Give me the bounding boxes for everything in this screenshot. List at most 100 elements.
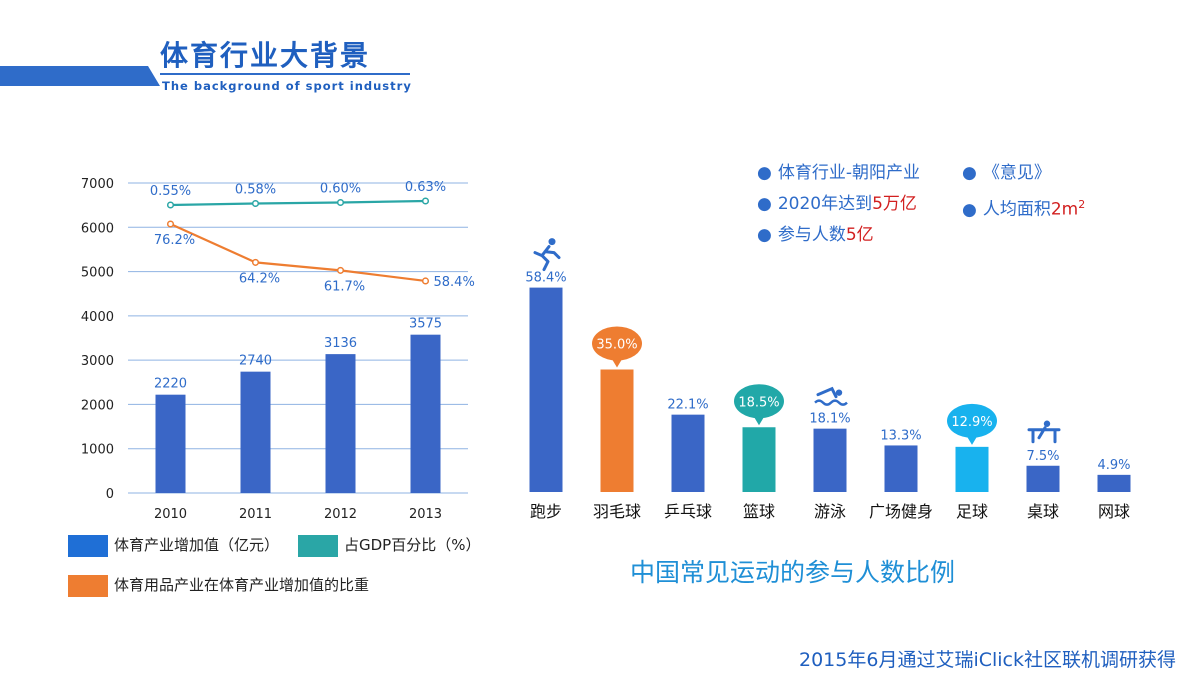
callout-bubble — [592, 326, 642, 361]
gdp-share-point — [421, 197, 430, 205]
legend-label: 体育产业增加值（亿元） — [114, 536, 280, 554]
bullet-icon: ● — [962, 163, 977, 183]
note-item: ● 2020年达到5万亿 — [757, 189, 920, 220]
bar-mark — [600, 369, 634, 492]
x-tick-label: 网球 — [1098, 502, 1130, 521]
data-label: 58.4% — [525, 271, 566, 286]
data-label: 7.5% — [1026, 449, 1059, 464]
data-label: 12.9% — [951, 415, 992, 430]
note-item: ● 人均面积2m2 — [962, 189, 1085, 226]
data-label: 4.9% — [1097, 458, 1130, 473]
y-tick-label: 5000 — [81, 266, 114, 281]
legend-swatch — [68, 534, 108, 557]
notes-block-right: ● 《意见》 ● 人均面积2m2 — [962, 158, 1085, 226]
x-tick-label: 桌球 — [1027, 502, 1059, 521]
note-highlight: 5万亿 — [872, 194, 917, 214]
bar-mark — [884, 445, 918, 492]
gdp-share-point — [336, 198, 345, 207]
note-item: ● 体育行业-朝阳产业 — [757, 158, 920, 189]
bar-mark — [529, 287, 563, 492]
bar-mark — [671, 414, 705, 492]
callout-bubble — [734, 384, 784, 419]
data-label: 0.60% — [320, 182, 361, 197]
y-tick-label: 1000 — [81, 443, 114, 458]
gdp-share-point — [251, 199, 260, 208]
goods-share-point — [336, 266, 345, 274]
data-label: 18.1% — [809, 412, 850, 427]
data-label: 3575 — [409, 317, 442, 332]
bullet-icon: ● — [757, 163, 772, 183]
swimming-icon — [814, 386, 848, 406]
participation-chart: 58.4% 跑步 35.0% 羽毛球 22.1% 乒乓球 18.5% 篮球 18.1% 游泳 13.… — [525, 238, 1131, 521]
data-label: 22.1% — [667, 398, 708, 413]
data-label: 35.0% — [596, 338, 637, 353]
bar-mark — [813, 428, 847, 492]
page-subtitle: The background of sport industry — [162, 79, 412, 93]
note-item: ● 《意见》 — [962, 158, 1085, 189]
running-icon — [533, 238, 561, 272]
x-tick-label: 2013 — [409, 507, 442, 522]
data-label: 61.7% — [324, 279, 365, 294]
y-tick-label: 3000 — [81, 354, 114, 369]
legend-label: 体育用品产业在体育产业增加值的比重 — [114, 576, 370, 594]
y-tick-label: 0 — [106, 487, 114, 502]
note-highlight: 5亿 — [845, 225, 874, 245]
industry-growth-chart: 0 1000 2000 3000 4000 5000 6000 7000 2220 2010 274… — [81, 177, 475, 522]
bar-mark — [155, 394, 186, 493]
gdp-share-point — [166, 201, 175, 209]
bullet-icon: ● — [757, 225, 772, 245]
goods-share-point — [421, 277, 430, 285]
bullet-icon: ● — [757, 194, 772, 214]
bar-mark — [955, 446, 989, 492]
data-label: 0.58% — [235, 183, 276, 198]
x-tick-label: 跑步 — [530, 502, 562, 521]
data-label: 0.55% — [150, 184, 191, 199]
legend-item-goods-share: 体育用品产业在体育产业增加值的比重 — [68, 574, 369, 597]
note-item: ● 参与人数5亿 — [757, 220, 920, 251]
x-tick-label: 乒乓球 — [664, 502, 712, 521]
y-tick-label: 7000 — [81, 177, 114, 192]
bar-mark — [1026, 465, 1060, 492]
x-tick-label: 篮球 — [743, 502, 775, 521]
source-note: 2015年6月通过艾瑞iClick社区联机调研获得 — [799, 649, 1176, 671]
x-tick-label: 2010 — [154, 507, 187, 522]
participation-chart-title: 中国常见运动的参与人数比例 — [630, 558, 956, 587]
y-tick-label: 4000 — [81, 310, 114, 325]
legend-swatch — [68, 574, 108, 597]
x-tick-label: 游泳 — [814, 502, 846, 521]
data-label: 13.3% — [880, 428, 921, 443]
gdp-share-line — [170, 199, 426, 207]
legend-item-gdp-share: 占GDP百分比（%） — [298, 534, 480, 557]
bullet-icon: ● — [962, 199, 977, 220]
note-text: 人均面积 — [982, 199, 1051, 220]
data-label: 58.4% — [434, 275, 475, 290]
notes-block: ● 体育行业-朝阳产业 ● 2020年达到5万亿 ● 参与人数5亿 — [757, 158, 920, 251]
x-tick-label: 羽毛球 — [593, 502, 641, 521]
note-text: 参与人数 — [777, 225, 846, 245]
bar-mark — [742, 427, 776, 492]
x-tick-label: 足球 — [956, 502, 988, 521]
y-tick-label: 2000 — [81, 398, 114, 413]
data-label: 0.63% — [405, 180, 446, 195]
data-label: 18.5% — [738, 395, 779, 410]
bar-mark — [1097, 474, 1131, 492]
data-label: 64.2% — [239, 271, 280, 286]
header-stripe — [0, 66, 160, 86]
note-text: 体育行业-朝阳产业 — [777, 163, 920, 183]
x-tick-label: 广场健身 — [869, 502, 933, 521]
note-highlight: 2m — [1050, 199, 1079, 220]
legend-label: 占GDP百分比（%） — [344, 536, 481, 554]
data-label: 76.2% — [154, 233, 195, 248]
x-tick-label: 2012 — [324, 507, 357, 522]
goods-share-line — [170, 222, 426, 283]
legend-swatch — [298, 534, 338, 557]
page-title: 体育行业大背景 — [160, 39, 371, 72]
data-label: 2220 — [154, 377, 187, 392]
goods-share-point — [251, 258, 260, 266]
x-tick-label: 2011 — [239, 507, 272, 522]
billiards-icon — [1027, 420, 1061, 444]
note-superscript: 2 — [1078, 198, 1086, 211]
note-text: 《意见》 — [982, 163, 1051, 183]
goods-share-point — [166, 220, 175, 228]
callout-bubble — [947, 403, 997, 438]
